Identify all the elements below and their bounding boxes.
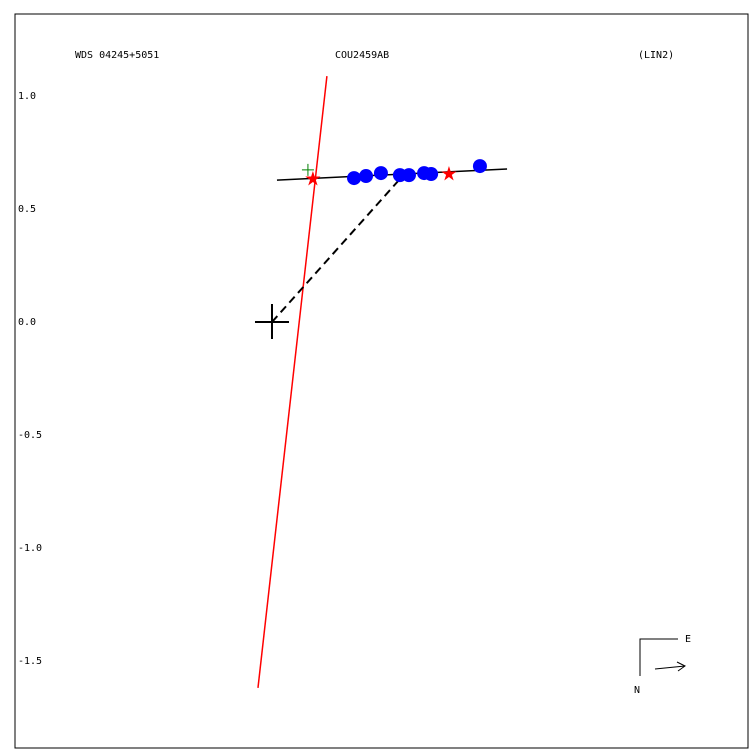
compass: E N [634, 634, 691, 696]
observation [472, 159, 487, 174]
motion-arrow [654, 665, 686, 670]
annotation: (LIN2) [638, 50, 674, 61]
primary-cross [254, 304, 289, 340]
chart-title: WDS 04245+5051 [75, 50, 159, 61]
y-tick-label: 1.0 [18, 91, 36, 102]
y-tick-label: -1.5 [18, 656, 42, 667]
motion-arrow-head [676, 661, 686, 672]
fit-line [271, 180, 399, 323]
y-tick-label: -0.5 [18, 430, 42, 441]
fit-line [257, 76, 328, 688]
observation [401, 168, 416, 183]
star-marker [305, 170, 321, 186]
star-marker [441, 165, 457, 181]
plot-frame [14, 13, 749, 749]
y-tick-label: 0.5 [18, 204, 36, 215]
y-tick-label: -1.0 [18, 543, 42, 554]
compass-north: N [634, 685, 640, 696]
y-tick-label: 0.0 [18, 317, 36, 328]
observation [373, 166, 388, 181]
compass-axes [639, 638, 678, 676]
observation [424, 166, 439, 181]
observation [359, 169, 374, 184]
observation [347, 171, 362, 186]
chart-subtitle: COU2459AB [335, 50, 389, 61]
plus-marker [301, 163, 314, 176]
compass-east: E [685, 634, 691, 645]
